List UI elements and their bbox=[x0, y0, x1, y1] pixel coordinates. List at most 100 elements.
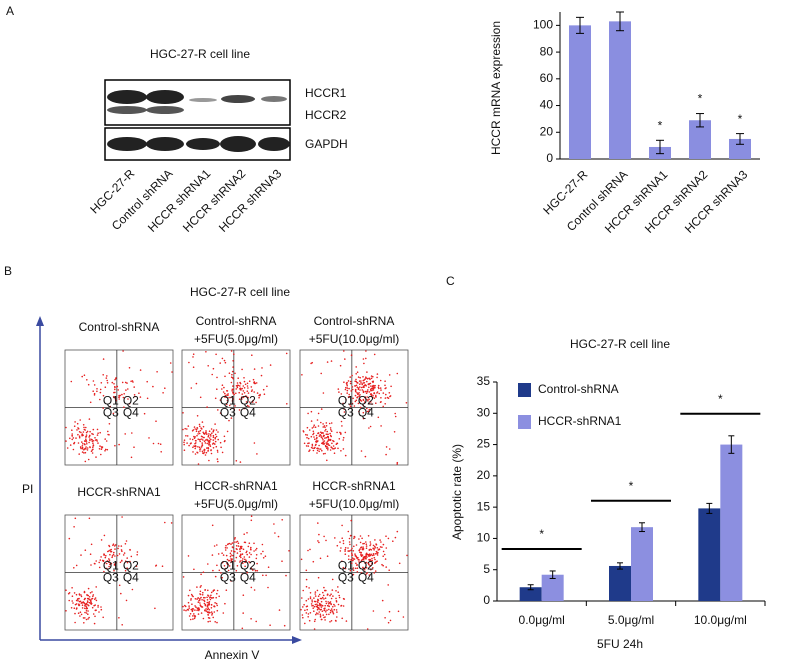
event-dot bbox=[217, 409, 219, 411]
event-dot bbox=[92, 380, 95, 382]
event-dot bbox=[360, 572, 363, 574]
event-dot bbox=[146, 380, 148, 383]
event-dot bbox=[74, 421, 76, 423]
event-dot bbox=[113, 569, 115, 572]
event-dot bbox=[206, 406, 208, 408]
event-dot bbox=[377, 549, 380, 551]
event-dot bbox=[104, 448, 107, 451]
event-dot bbox=[323, 440, 326, 442]
event-dot bbox=[80, 447, 82, 450]
event-dot bbox=[91, 452, 94, 454]
event-dot bbox=[214, 575, 217, 578]
event-dot bbox=[309, 596, 312, 598]
event-dot bbox=[371, 403, 373, 405]
event-dot bbox=[208, 601, 211, 603]
event-dot bbox=[373, 392, 375, 395]
event-dot bbox=[108, 434, 110, 436]
x-axis-label: 5FU 24h bbox=[597, 637, 643, 651]
event-dot bbox=[332, 605, 334, 608]
event-dot bbox=[324, 426, 326, 429]
event-dot bbox=[363, 386, 365, 388]
event-dot bbox=[75, 608, 78, 610]
event-dot bbox=[362, 417, 365, 420]
event-dot bbox=[369, 564, 372, 567]
bar bbox=[729, 138, 751, 159]
y-tick-label: 25 bbox=[477, 437, 491, 451]
event-dot bbox=[78, 594, 81, 596]
event-dot bbox=[208, 437, 211, 439]
event-dot bbox=[124, 560, 127, 562]
flow-plot-label: HCCR-shRNA1 bbox=[77, 485, 161, 499]
event-dot bbox=[253, 368, 256, 370]
event-dot bbox=[82, 617, 85, 619]
event-dot bbox=[328, 605, 330, 607]
event-dot bbox=[367, 400, 369, 402]
event-dot bbox=[363, 569, 366, 571]
event-dot bbox=[196, 586, 198, 588]
event-dot bbox=[305, 433, 307, 436]
event-dot bbox=[194, 616, 196, 618]
event-dot bbox=[336, 431, 338, 434]
event-dot bbox=[254, 382, 257, 385]
event-dot bbox=[339, 550, 342, 552]
event-dot bbox=[346, 384, 349, 387]
event-dot bbox=[124, 543, 127, 545]
event-dot bbox=[73, 567, 75, 569]
event-dot bbox=[83, 426, 85, 429]
event-dot bbox=[250, 618, 252, 620]
event-dot bbox=[128, 402, 131, 405]
event-dot bbox=[242, 594, 245, 596]
event-dot bbox=[224, 602, 226, 605]
event-dot bbox=[325, 445, 327, 448]
bar bbox=[519, 587, 542, 601]
event-dot bbox=[228, 404, 231, 407]
event-dot bbox=[313, 620, 316, 623]
event-dot bbox=[240, 389, 242, 391]
event-dot bbox=[97, 432, 99, 435]
event-dot bbox=[131, 432, 133, 434]
event-dot bbox=[212, 434, 215, 437]
event-dot bbox=[81, 434, 83, 436]
event-dot bbox=[359, 548, 361, 550]
event-dot bbox=[207, 614, 209, 616]
event-dot bbox=[209, 444, 211, 446]
event-dot bbox=[77, 612, 80, 614]
event-dot bbox=[90, 600, 92, 603]
event-dot bbox=[365, 555, 368, 558]
event-dot bbox=[335, 597, 337, 600]
event-dot bbox=[365, 566, 368, 569]
bar bbox=[698, 508, 721, 601]
event-dot bbox=[314, 600, 317, 603]
event-dot bbox=[322, 426, 325, 428]
event-dot bbox=[385, 547, 388, 549]
event-dot bbox=[360, 450, 363, 452]
event-dot bbox=[321, 605, 324, 607]
event-dot bbox=[370, 393, 372, 395]
event-dot bbox=[364, 557, 366, 559]
event-dot bbox=[210, 452, 213, 455]
event-dot bbox=[208, 444, 210, 446]
event-dot bbox=[370, 375, 373, 377]
event-dot bbox=[328, 608, 330, 611]
event-dot bbox=[325, 602, 328, 605]
event-dot bbox=[255, 554, 258, 556]
event-dot bbox=[201, 444, 204, 446]
event-dot bbox=[65, 589, 67, 591]
event-dot bbox=[382, 550, 385, 553]
event-dot bbox=[202, 436, 205, 439]
event-dot bbox=[190, 442, 192, 444]
event-dot bbox=[124, 381, 127, 384]
event-dot bbox=[203, 433, 206, 435]
event-dot bbox=[115, 377, 117, 379]
event-dot bbox=[313, 605, 316, 608]
event-dot bbox=[380, 425, 382, 427]
event-dot bbox=[335, 443, 338, 446]
event-dot bbox=[281, 519, 284, 521]
event-dot bbox=[333, 440, 335, 443]
event-dot bbox=[102, 358, 105, 360]
event-dot bbox=[314, 438, 316, 441]
event-dot bbox=[224, 375, 226, 378]
event-dot bbox=[319, 433, 322, 436]
event-dot bbox=[357, 387, 360, 390]
event-dot bbox=[373, 547, 375, 550]
